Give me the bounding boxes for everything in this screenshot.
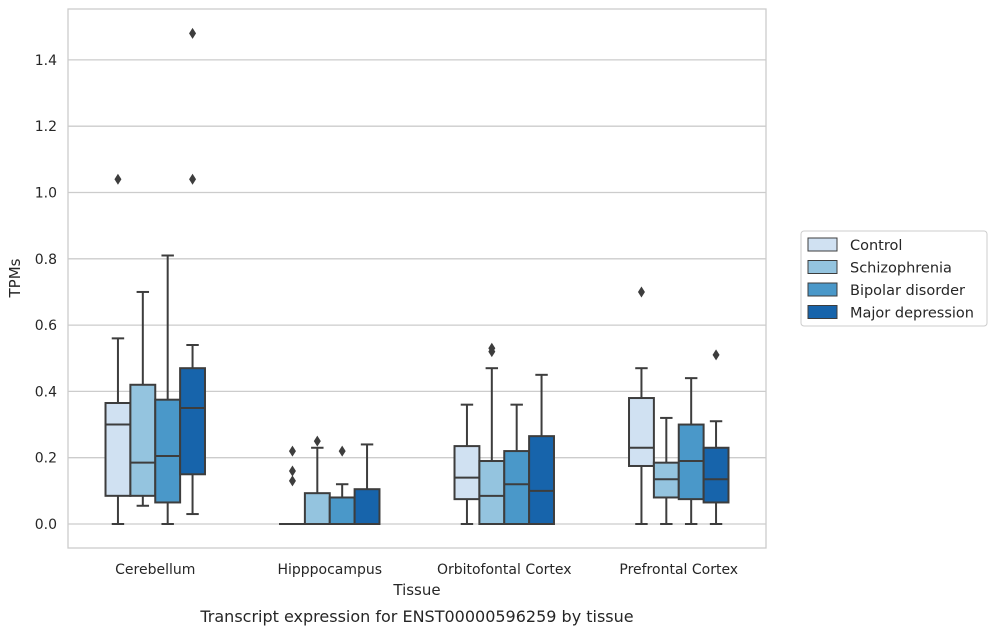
box-major-depression	[180, 28, 205, 514]
x-tick-label: Hipppocampus	[277, 562, 382, 578]
box-iqr	[330, 497, 355, 524]
box-iqr	[504, 451, 529, 524]
y-tick-label: 1.4	[35, 53, 57, 69]
y-tick-label: 0.2	[35, 451, 57, 467]
box-schizophrenia	[305, 436, 330, 524]
box-iqr	[529, 436, 554, 524]
box-control	[629, 286, 654, 524]
box-control	[106, 174, 131, 524]
outlier-point	[189, 174, 196, 185]
x-tick-label: Prefrontal Cortex	[619, 562, 738, 578]
box-bipolar-disorder	[679, 378, 704, 524]
y-tick-label: 1.2	[35, 119, 57, 135]
box-iqr	[130, 385, 155, 496]
box-iqr	[479, 461, 504, 524]
y-axis-label: TPMs	[6, 258, 24, 298]
box-schizophrenia	[130, 292, 155, 506]
outlier-point	[189, 28, 196, 39]
legend-label: Schizophrenia	[850, 261, 952, 277]
x-tick-labels: Cerebellum Hipppocampus Orbitofontal Corte…	[115, 562, 738, 578]
legend-label: Control	[850, 238, 902, 254]
box-iqr	[155, 400, 180, 503]
y-tick-label: 1.0	[35, 186, 57, 202]
legend-swatch	[808, 238, 837, 251]
x-tick-label: Cerebellum	[115, 562, 195, 578]
legend-swatch	[808, 283, 837, 296]
x-tick-label: Orbitofontal Cortex	[437, 562, 572, 578]
y-tick-label: 0.4	[35, 384, 57, 400]
chart-caption: Transcript expression for ENST0000059625…	[199, 607, 633, 626]
legend-label: Bipolar disorder	[850, 283, 965, 299]
box-iqr	[106, 403, 131, 496]
outlier-point	[114, 174, 121, 185]
box-bipolar-disorder	[504, 405, 529, 524]
box-major-depression	[529, 375, 554, 524]
legend-swatch	[808, 261, 837, 274]
box-bipolar-disorder	[155, 255, 180, 524]
outlier-point	[289, 465, 296, 476]
box-iqr	[455, 446, 480, 499]
outlier-point	[314, 436, 321, 447]
box-major-depression	[704, 349, 729, 524]
outlier-point	[289, 475, 296, 486]
outlier-point	[289, 446, 296, 457]
outlier-point	[638, 286, 645, 297]
box-iqr	[704, 448, 729, 503]
y-tick-label: 0.8	[35, 252, 57, 268]
x-axis-label: Tissue	[392, 581, 440, 599]
legend-swatch	[808, 306, 837, 319]
box-iqr	[355, 489, 380, 524]
legend-label: Major depression	[850, 306, 974, 322]
box-major-depression	[355, 444, 380, 524]
y-tick-labels: 0.0 0.2 0.4 0.6 0.8 1.0 1.2 1.4	[35, 53, 57, 533]
outlier-point	[713, 349, 720, 360]
box-schizophrenia	[654, 418, 679, 524]
y-tick-label: 0.0	[35, 517, 57, 533]
legend: Control Schizophrenia Bipolar disorder Majo…	[801, 231, 987, 326]
box-schizophrenia	[479, 343, 504, 524]
outlier-point	[339, 446, 346, 457]
box-iqr	[629, 398, 654, 466]
box-control	[455, 405, 480, 524]
y-tick-label: 0.6	[35, 318, 57, 334]
box-iqr	[180, 368, 205, 474]
box-iqr	[305, 493, 330, 524]
boxes-layer	[106, 28, 729, 524]
